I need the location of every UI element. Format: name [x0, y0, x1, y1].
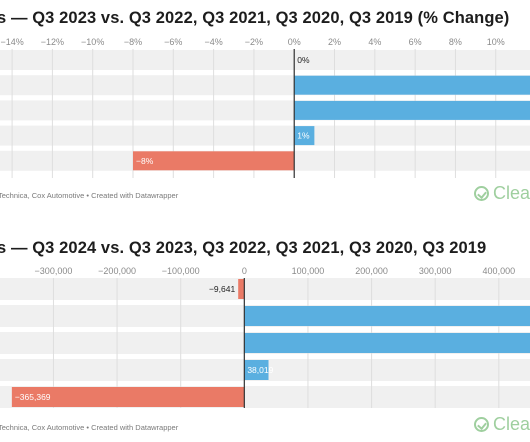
bar-chart-top: −14% −12% −10% −8% −6% −4% −2% 0% 2% 4% 6% 8% 10% 0% 1…: [0, 37, 530, 178]
source-note-top: Technica, Cox Automotive • Created with …: [0, 191, 179, 200]
chart-title-bottom: s — Q3 2024 vs. Q3 2023, Q3 2022, Q3 202…: [0, 239, 487, 257]
check-circle-icon: [473, 417, 489, 432]
data-label: −365,369: [15, 392, 51, 402]
row-band: [0, 278, 530, 300]
chart-title-top: s — Q3 2023 vs. Q3 2022, Q3 2021, Q3 202…: [0, 9, 510, 27]
bar: [294, 100, 530, 120]
row-band: [0, 125, 530, 146]
check-circle-icon: [473, 186, 489, 201]
source-note-bottom: Technica, Cox Automotive • Created with …: [0, 423, 179, 432]
chart-panel-top: −14% −12% −10% −8% −6% −4% −2% 0% 2% 4% 6% 8% 10% 0% 1…: [0, 0, 530, 206]
data-label: 0%: [297, 55, 310, 65]
logo-text: Clear: [492, 183, 530, 203]
data-label: 38,019: [247, 365, 273, 375]
tick-label: 2%: [328, 37, 341, 47]
tick-label: −6%: [164, 37, 182, 47]
tick-label: 8%: [449, 37, 462, 47]
tick-label: −300,000: [35, 266, 73, 276]
tick-label: −12%: [41, 37, 64, 47]
tick-label: −4%: [204, 37, 222, 47]
tick-label: 200,000: [355, 266, 388, 276]
tick-label: −100,000: [162, 266, 200, 276]
tick-label: 6%: [409, 37, 422, 47]
tick-label: 0%: [288, 37, 301, 47]
row-band: [0, 50, 530, 70]
tick-label: 400,000: [483, 266, 516, 276]
tick-label: −8%: [124, 37, 142, 47]
tick-label: 0: [242, 266, 247, 276]
clear-logo-bottom: Clear: [473, 414, 530, 435]
tick-label: −10%: [81, 37, 104, 47]
bar: [11, 387, 245, 407]
tick-label: −14%: [0, 37, 23, 47]
logo-text: Clear: [492, 414, 530, 434]
data-label: 1%: [297, 131, 310, 141]
tick-label: −2%: [245, 37, 263, 47]
data-label: −8%: [136, 156, 154, 166]
tick-label: −200,000: [98, 266, 136, 276]
bar: [244, 333, 530, 353]
bar: [294, 126, 315, 146]
tick-label: 4%: [368, 37, 381, 47]
data-label: −9,641: [209, 284, 236, 294]
tick-label: 10%: [487, 37, 505, 47]
bar: [238, 279, 245, 299]
clear-logo-top: Clear: [473, 183, 530, 204]
bar: [294, 75, 530, 95]
bar-chart-bottom: −300,000 −200,000 −100,000 0 100,000 200,000 3…: [0, 266, 530, 408]
bar: [133, 151, 295, 171]
chart-panel-bottom: −300,000 −200,000 −100,000 0 100,000 200,000 3…: [0, 230, 530, 442]
tick-label: 100,000: [292, 266, 325, 276]
bar: [244, 306, 530, 326]
bar: [244, 360, 269, 380]
tick-label: 300,000: [419, 266, 452, 276]
